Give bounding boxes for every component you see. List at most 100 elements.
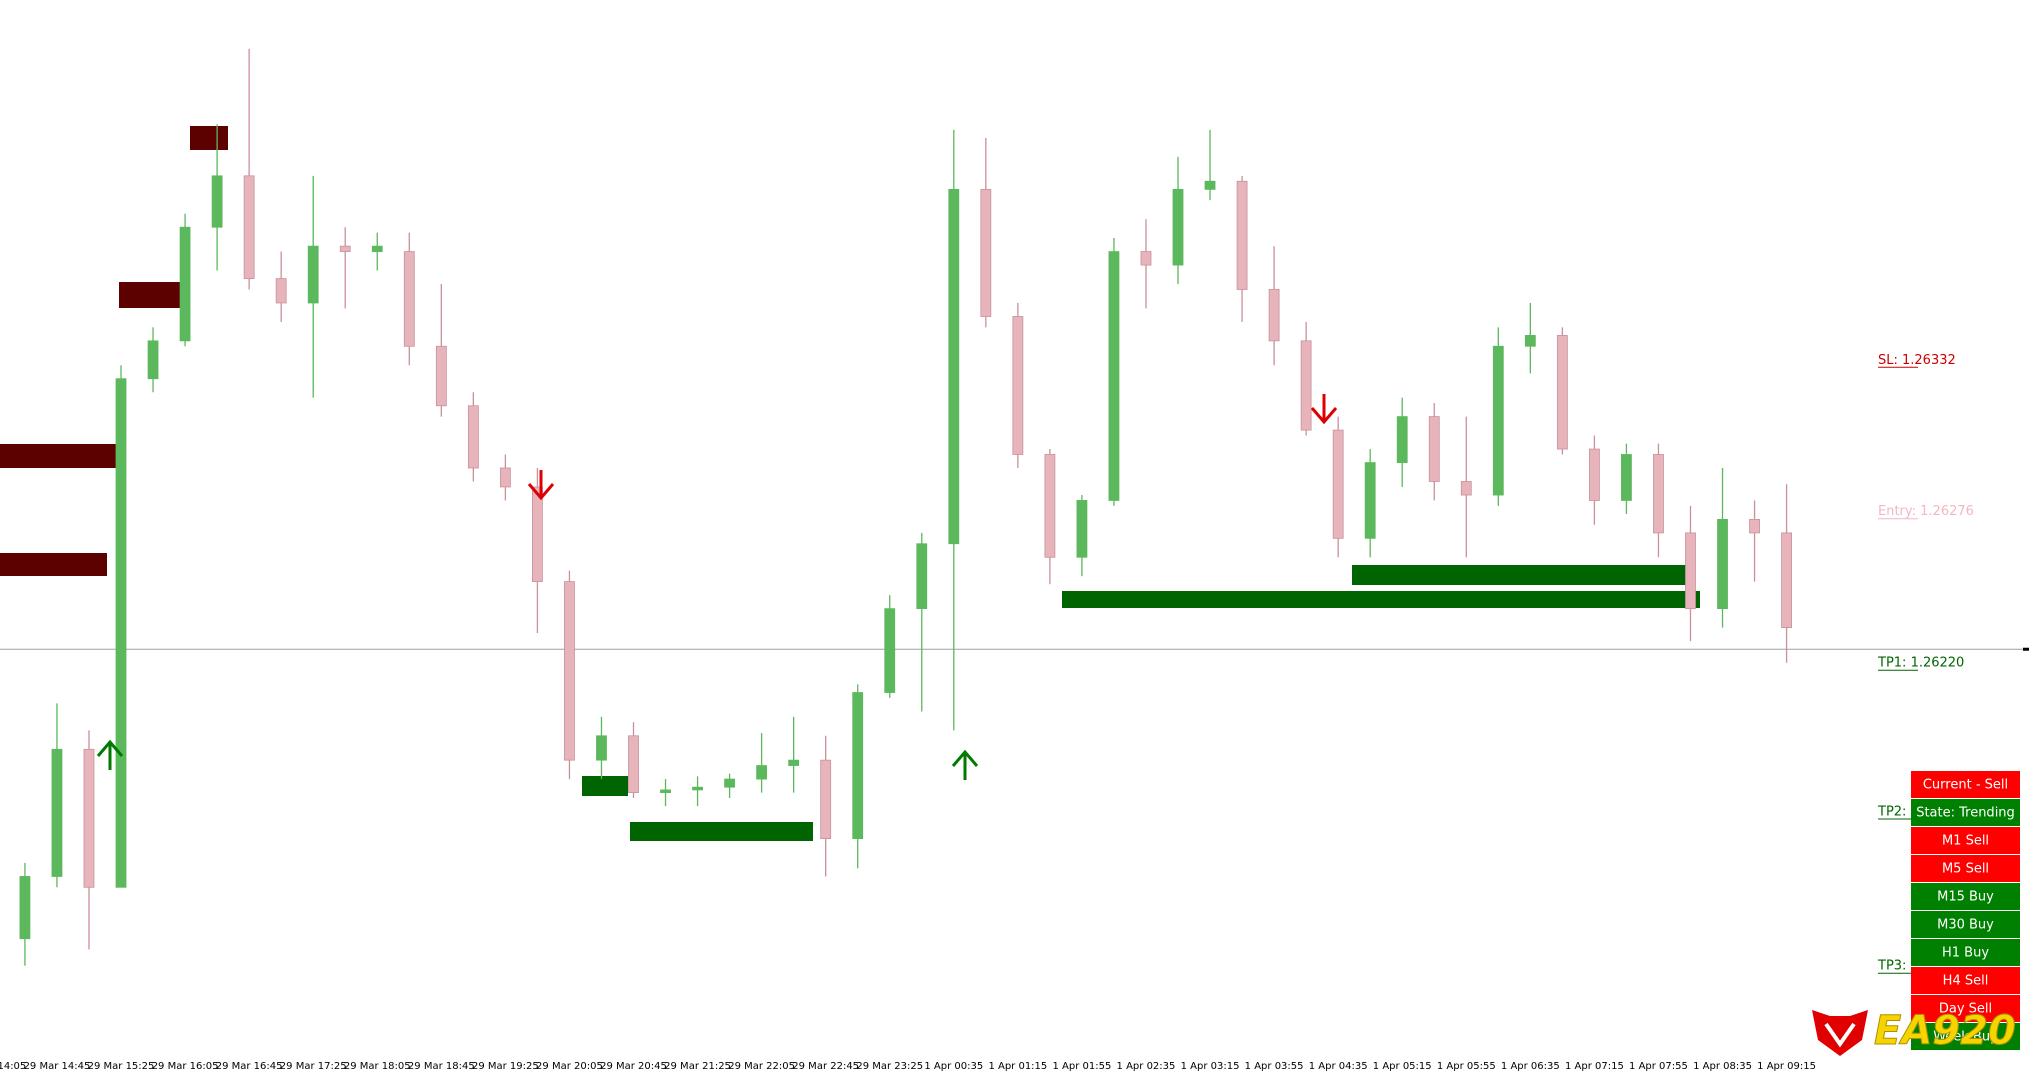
x-tick-label: 1 Apr 04:35 bbox=[1309, 1061, 1368, 1072]
x-tick-label: 29 Mar 21:25 bbox=[664, 1061, 731, 1072]
candle-body bbox=[499, 467, 511, 488]
x-tick-label: 29 Mar 15:25 bbox=[88, 1061, 155, 1072]
candle-body bbox=[980, 188, 992, 317]
candle-body bbox=[1076, 500, 1088, 558]
candle-body bbox=[19, 876, 31, 940]
candle-body bbox=[788, 759, 800, 766]
supply-zone bbox=[190, 126, 228, 150]
candle-body bbox=[1589, 448, 1600, 501]
candle-body bbox=[1685, 532, 1696, 610]
x-tick-label: 1 Apr 05:15 bbox=[1373, 1061, 1432, 1072]
signal-arrows bbox=[96, 394, 1338, 780]
candle-body bbox=[51, 748, 63, 877]
candle-body bbox=[692, 786, 703, 791]
candle-body bbox=[115, 378, 127, 888]
logo: EA920 bbox=[1812, 1008, 2016, 1056]
panel-row bbox=[1911, 799, 2020, 826]
candle-body bbox=[1396, 416, 1408, 463]
logo-text: EA920 bbox=[1874, 1008, 2016, 1054]
x-tick-label: 29 Mar 22:45 bbox=[792, 1061, 859, 1072]
candle-body bbox=[1653, 454, 1664, 534]
x-tick-label: 29 Mar 20:05 bbox=[536, 1061, 603, 1072]
candle-body bbox=[435, 345, 447, 407]
level-label: Entry: 1.26276 bbox=[1878, 504, 1974, 519]
supply-zone bbox=[119, 282, 180, 308]
panel-label: State: Trending bbox=[1916, 806, 2015, 821]
candle-body bbox=[596, 735, 607, 761]
candle-body bbox=[1717, 518, 1728, 610]
x-tick-label: 1 Apr 07:55 bbox=[1629, 1061, 1688, 1072]
zones bbox=[0, 126, 1700, 841]
candles bbox=[19, 48, 1792, 966]
panel-row bbox=[1911, 827, 2020, 854]
candle-body bbox=[1300, 340, 1312, 431]
x-tick-label: 29 Mar 16:45 bbox=[216, 1061, 283, 1072]
x-tick-label: 1 Apr 01:15 bbox=[988, 1061, 1047, 1072]
candle-body bbox=[1172, 188, 1184, 266]
levels: SL: 1.26332 Entry: 1.26276 TP1: 1.26220 TP2… bbox=[0, 353, 2029, 974]
x-tick-label: 29 Mar 18:45 bbox=[408, 1061, 475, 1072]
panel-row bbox=[1911, 1023, 2020, 1050]
x-tick-label: 29 Mar 19:25 bbox=[472, 1061, 539, 1072]
panel-row bbox=[1911, 939, 2020, 966]
candle-body bbox=[467, 405, 479, 469]
buy-arrow bbox=[951, 749, 979, 780]
candle-body bbox=[916, 543, 928, 610]
panel-label: H4 Sell bbox=[1943, 974, 1989, 989]
candle-body bbox=[371, 245, 383, 252]
candle-body bbox=[1460, 481, 1472, 496]
candle-body bbox=[948, 188, 960, 545]
x-tick-label: 1 Apr 08:35 bbox=[1693, 1061, 1752, 1072]
demand-zone bbox=[630, 822, 813, 841]
x-tick-label: 29 Mar 18:05 bbox=[344, 1061, 411, 1072]
panel-row bbox=[1911, 771, 2020, 798]
candle-body bbox=[1621, 454, 1632, 501]
logo-mark bbox=[1824, 1022, 1856, 1048]
candle-body bbox=[147, 340, 159, 380]
candle-body bbox=[1236, 180, 1248, 290]
x-tick-label: 1 Apr 00:35 bbox=[924, 1061, 983, 1072]
panel-row bbox=[1911, 995, 2020, 1022]
demand-zone bbox=[1062, 591, 1700, 608]
x-tick-label: 29 Mar 22:05 bbox=[728, 1061, 795, 1072]
candle-body bbox=[1749, 518, 1760, 534]
candle-body bbox=[1364, 462, 1376, 539]
logo-shield bbox=[1812, 1010, 1868, 1056]
candle-body bbox=[1268, 289, 1280, 342]
candle-body bbox=[307, 245, 319, 304]
x-tick-label: 29 Mar 17:25 bbox=[280, 1061, 347, 1072]
panel-label: M1 Sell bbox=[1942, 834, 1989, 849]
candle-body bbox=[820, 759, 832, 839]
candle-body bbox=[564, 581, 575, 761]
x-tick-label: 29 Mar 14:45 bbox=[24, 1061, 91, 1072]
x-tick-label: 1 Apr 06:35 bbox=[1501, 1061, 1560, 1072]
demand-zone bbox=[1352, 565, 1693, 585]
supply-zone bbox=[0, 553, 107, 576]
buy-arrow bbox=[96, 739, 124, 770]
candle-body bbox=[1140, 251, 1152, 266]
x-tick-label: 1 Apr 07:15 bbox=[1565, 1061, 1624, 1072]
panel-row bbox=[1911, 967, 2020, 994]
candle-body bbox=[1332, 429, 1344, 539]
level-label: TP3: bbox=[1877, 959, 1906, 974]
candle-body bbox=[756, 765, 768, 780]
sell-arrow bbox=[1310, 394, 1338, 425]
x-tick-label: 1 Apr 02:35 bbox=[1117, 1061, 1176, 1072]
x-tick-label: 1 Apr 03:15 bbox=[1181, 1061, 1240, 1072]
candle-body bbox=[1108, 251, 1120, 501]
panel-label: M15 Buy bbox=[1937, 890, 1994, 905]
panel-label: Current - Sell bbox=[1923, 778, 2008, 793]
signal-panel: Current - Sell State: Trending M1 Sell M5 S… bbox=[1911, 771, 2020, 1050]
panel-row bbox=[1911, 911, 2020, 938]
candle-body bbox=[532, 486, 543, 583]
panel-label: Day Sell bbox=[1939, 1002, 1992, 1017]
candle-body bbox=[1556, 335, 1568, 450]
level-label: TP2: bbox=[1877, 805, 1906, 820]
level-label: TP1: 1.26220 bbox=[1877, 656, 1964, 671]
candle-body bbox=[275, 278, 287, 304]
x-tick-label: 29 Mar 16:05 bbox=[152, 1061, 219, 1072]
panel-label: M30 Buy bbox=[1937, 918, 1994, 933]
x-tick-label: 29 Mar 20:45 bbox=[600, 1061, 667, 1072]
x-tick-label: 29 Mar 14:05 bbox=[0, 1061, 26, 1072]
